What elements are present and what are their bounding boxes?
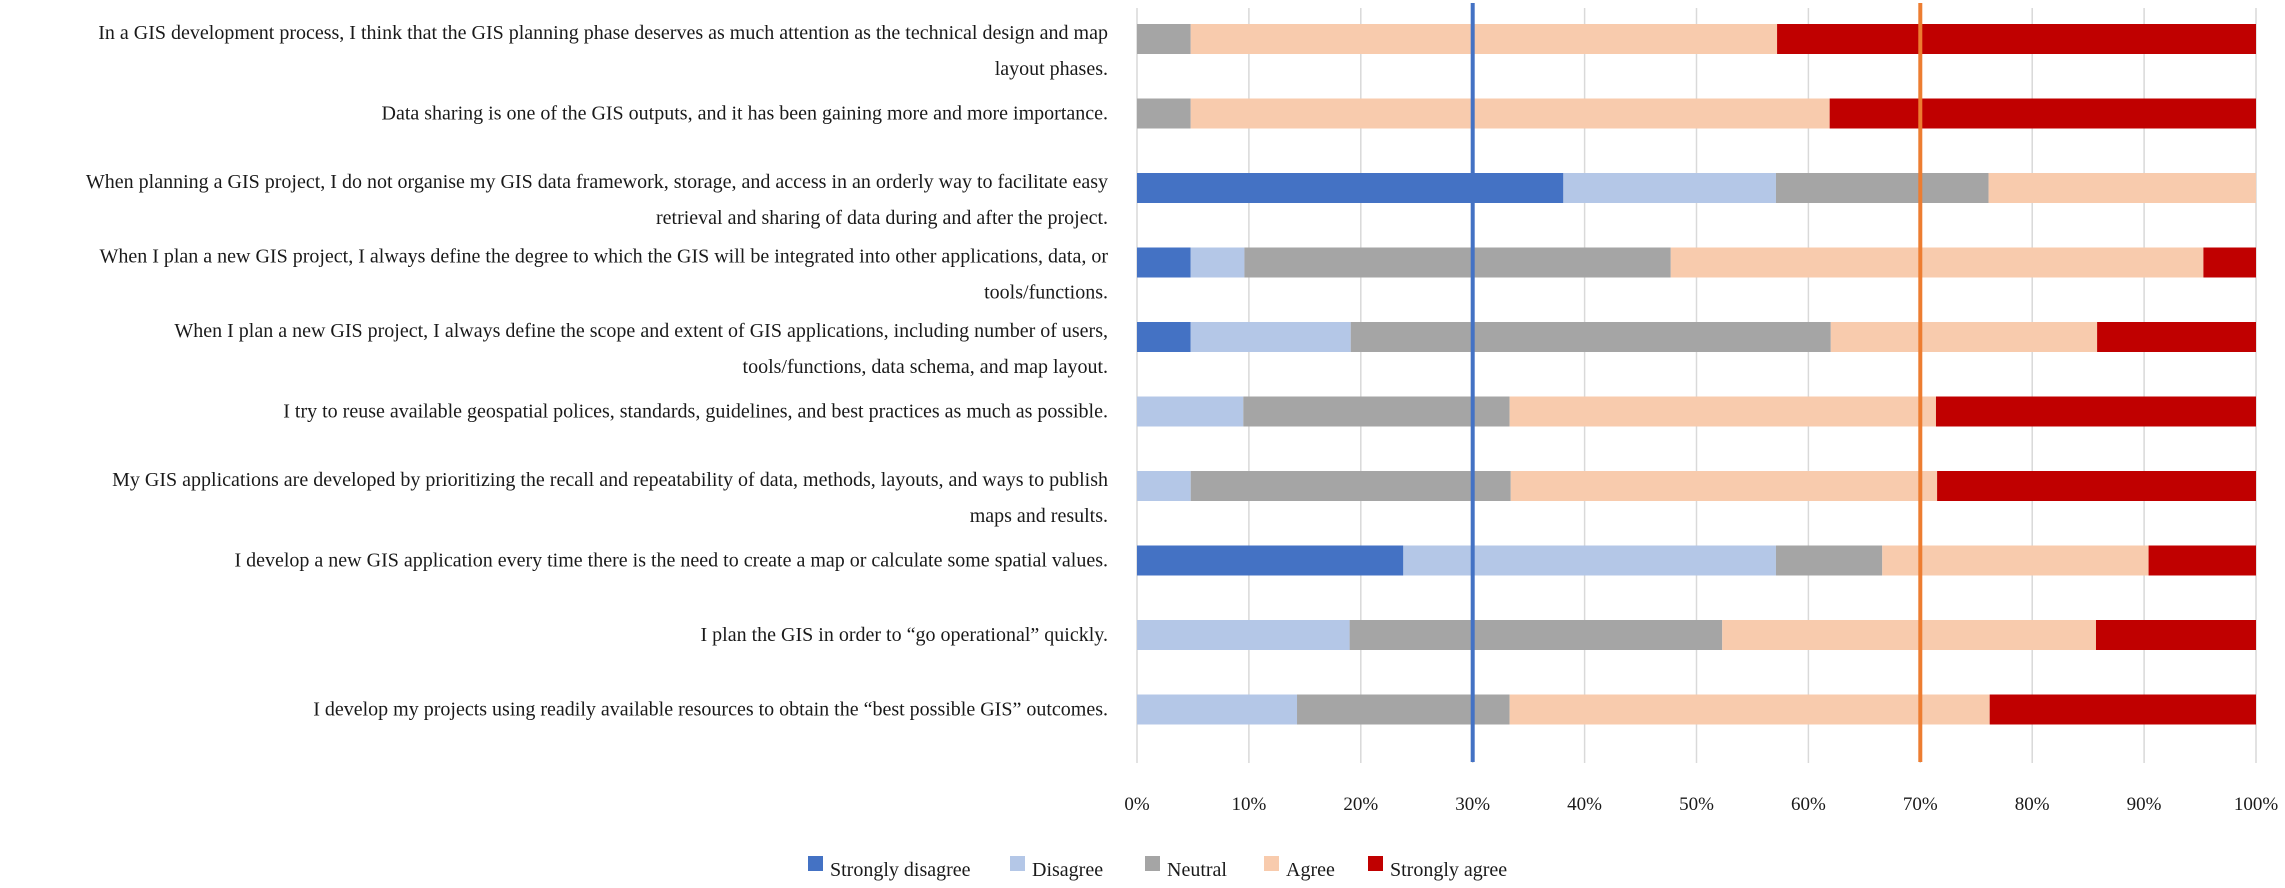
bar-segment-strongly-disagree (1137, 545, 1404, 576)
category-label: When I plan a new GIS project, I always … (174, 320, 1108, 342)
category-label: My GIS applications are developed by pri… (112, 469, 1108, 491)
bar-segment-strongly-disagree (1137, 247, 1191, 278)
category-label: Data sharing is one of the GIS outputs, … (382, 103, 1108, 125)
bar-segment-neutral (1297, 694, 1510, 725)
legend-swatch (1010, 856, 1025, 871)
bar-segment-neutral (1349, 620, 1723, 650)
bar-segment-disagree (1563, 173, 1776, 203)
bar-segment-agree (1190, 98, 1830, 129)
bar-segment-strongly-agree (1937, 471, 2256, 501)
bar-segment-strongly-agree (1989, 694, 2256, 725)
bar-segment-disagree (1190, 322, 1351, 352)
legend-swatch (1264, 856, 1279, 871)
category-labels: In a GIS development process, I think th… (86, 22, 1108, 721)
category-label: When planning a GIS project, I do not or… (86, 171, 1108, 193)
bar-segment-agree (1509, 396, 1936, 427)
bar-segment-agree (1509, 694, 1990, 725)
bar-segment-strongly-agree (2097, 322, 2256, 352)
bar-segment-strongly-agree (1829, 98, 2256, 129)
category-label: tools/functions. (984, 282, 1108, 304)
x-tick-label: 70% (1903, 794, 1938, 815)
legend-label: Strongly agree (1390, 859, 1507, 881)
category-label: maps and results. (970, 505, 1108, 527)
category-label: I develop my projects using readily avai… (313, 699, 1108, 721)
category-label: When I plan a new GIS project, I always … (99, 246, 1108, 268)
reference-lines (1470, 3, 1923, 762)
x-tick-label: 20% (1343, 794, 1378, 815)
bar-segment-neutral (1350, 322, 1831, 352)
bar-segment-disagree (1190, 247, 1245, 278)
bar-segment-strongly-disagree (1137, 173, 1564, 203)
bar-segment-disagree (1137, 694, 1298, 725)
category-label: retrieval and sharing of data during and… (656, 207, 1108, 229)
bar-segment-agree (1190, 24, 1778, 54)
category-label: I develop a new GIS application every ti… (234, 550, 1108, 572)
bar-segment-disagree (1137, 396, 1244, 427)
bar-segment-neutral (1243, 396, 1510, 427)
bar-segment-agree (1830, 322, 2098, 352)
bar-segment-strongly-agree (2148, 545, 2256, 576)
bar-segment-agree (1722, 620, 2096, 650)
bar-segment-neutral (1775, 173, 1989, 203)
bars (1137, 24, 2256, 725)
bar-segment-strongly-agree (1777, 24, 2256, 54)
bar-segment-neutral (1244, 247, 1671, 278)
x-tick-label: 50% (1679, 794, 1714, 815)
legend-label: Disagree (1032, 859, 1103, 881)
x-axis-ticks: 0% 10% 20% 30% 40% 50% 60% 70% 80% 90% 100% (1124, 794, 2278, 815)
bar-segment-neutral (1775, 545, 1883, 576)
legend-label: Strongly disagree (830, 859, 971, 881)
bar-segment-neutral (1190, 471, 1511, 501)
bar-segment-agree (1510, 471, 1938, 501)
bar-segment-disagree (1137, 620, 1350, 650)
x-tick-label: 0% (1124, 794, 1150, 815)
x-tick-label: 60% (1791, 794, 1826, 815)
bar-segment-strongly-agree (2203, 247, 2256, 278)
category-label: layout phases. (995, 58, 1108, 80)
category-label: In a GIS development process, I think th… (98, 22, 1108, 44)
legend-swatch (1368, 856, 1383, 871)
bar-segment-strongly-agree (2095, 620, 2256, 650)
legend-label: Neutral (1167, 859, 1227, 881)
legend-label: Agree (1286, 859, 1335, 881)
category-label: tools/functions, data schema, and map la… (743, 356, 1108, 378)
bar-segment-strongly-agree (1935, 396, 2256, 427)
x-tick-label: 40% (1567, 794, 1602, 815)
bar-segment-agree (1882, 545, 2149, 576)
legend: Strongly disagree Disagree Neutral Agree Str… (808, 856, 1507, 881)
legend-swatch (1145, 856, 1160, 871)
category-label: I try to reuse available geospatial poli… (283, 401, 1108, 423)
bar-segment-agree (1670, 247, 2204, 278)
bar-segment-disagree (1403, 545, 1776, 576)
bar-segment-agree (1988, 173, 2256, 203)
category-label: I plan the GIS in order to “go operation… (701, 624, 1108, 646)
bar-segment-neutral (1137, 24, 1191, 54)
legend-swatch (808, 856, 823, 871)
x-tick-label: 100% (2234, 794, 2279, 815)
x-tick-label: 30% (1455, 794, 1490, 815)
bar-segment-neutral (1137, 98, 1191, 129)
bar-segment-disagree (1137, 471, 1191, 501)
x-tick-label: 90% (2127, 794, 2162, 815)
x-tick-label: 80% (2015, 794, 2050, 815)
bar-segment-strongly-disagree (1137, 322, 1191, 352)
x-tick-label: 10% (1231, 794, 1266, 815)
